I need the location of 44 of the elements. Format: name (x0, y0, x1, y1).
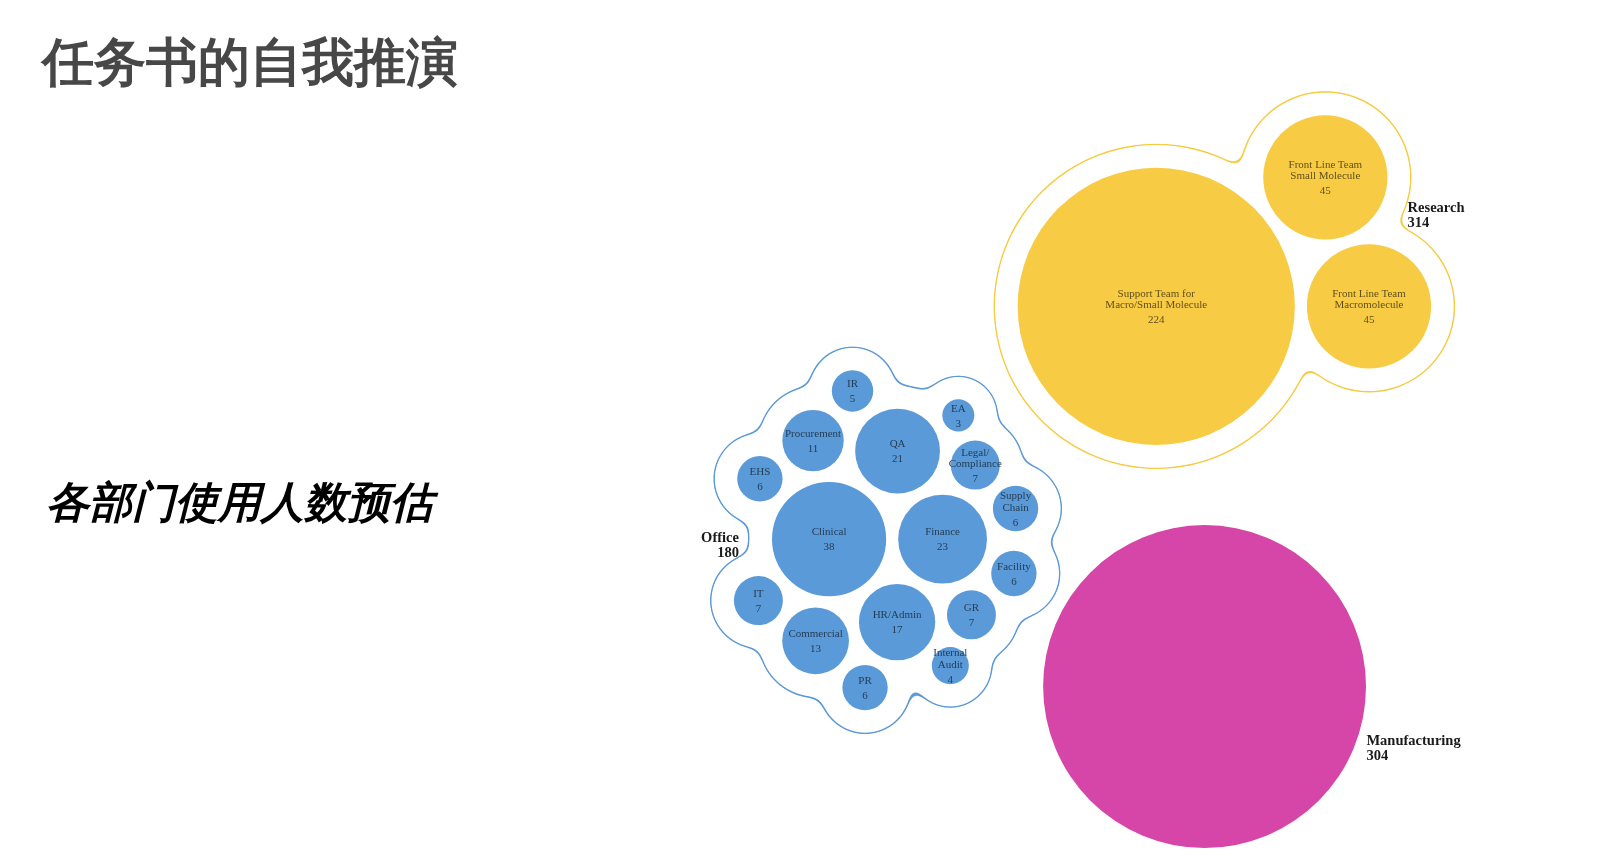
data-label: 45 (1363, 313, 1375, 326)
data-label: 38 (823, 540, 836, 553)
data-label: 6 (1012, 515, 1019, 528)
category-label: EA (951, 401, 966, 414)
text: Office (701, 528, 740, 545)
category-label: Front Line Team Small Molecule (1288, 157, 1363, 182)
category-label: IR (847, 377, 859, 390)
category-label: IT (753, 586, 764, 599)
text: 任务书的自我推演 (40, 33, 458, 91)
category-label: GR (963, 601, 980, 614)
category-label: Supply Chain (999, 489, 1032, 513)
data-label: 7 (968, 616, 975, 629)
category-label: Clinical (811, 525, 847, 538)
category-label: PR (858, 673, 873, 686)
text: 180 (717, 543, 739, 560)
series-label: Research (1407, 198, 1465, 215)
data-label: 5 (849, 392, 856, 405)
category-label: Procurement (784, 426, 842, 439)
data-label: 304 (1366, 746, 1389, 763)
data-label: 45 (1319, 184, 1332, 197)
text: 各部门使用人数预估 (46, 478, 439, 526)
data-label: 7 (755, 601, 762, 614)
data-label: 224 (1147, 313, 1165, 326)
data-label: 6 (757, 480, 764, 493)
category-label: Manufacturing (1366, 731, 1462, 748)
data-label: 21 (892, 452, 904, 465)
data-label: 4 (947, 672, 954, 685)
data-label: 23 (937, 540, 949, 553)
data-label: 3 (955, 416, 962, 429)
data-label: 6 (1011, 574, 1018, 587)
category-label: HR/Admin (872, 608, 923, 621)
category-label: QA (889, 437, 906, 450)
category-label: Commercial (788, 627, 843, 640)
data-label: 6 (862, 688, 869, 701)
category-label: Support Team for Macro/Small Molecule (1105, 286, 1208, 311)
data-label: 17 (891, 623, 904, 636)
category-label: Facility (997, 559, 1032, 572)
data-label: 7 (972, 472, 979, 485)
category-label: Finance (925, 525, 961, 538)
data-label: 11 (807, 441, 819, 454)
category-label: EHS (749, 465, 771, 478)
data-label: 13 (810, 642, 822, 655)
category-label: Front Line Team Macromolecule (1332, 286, 1407, 311)
text: 314 (1407, 213, 1430, 230)
